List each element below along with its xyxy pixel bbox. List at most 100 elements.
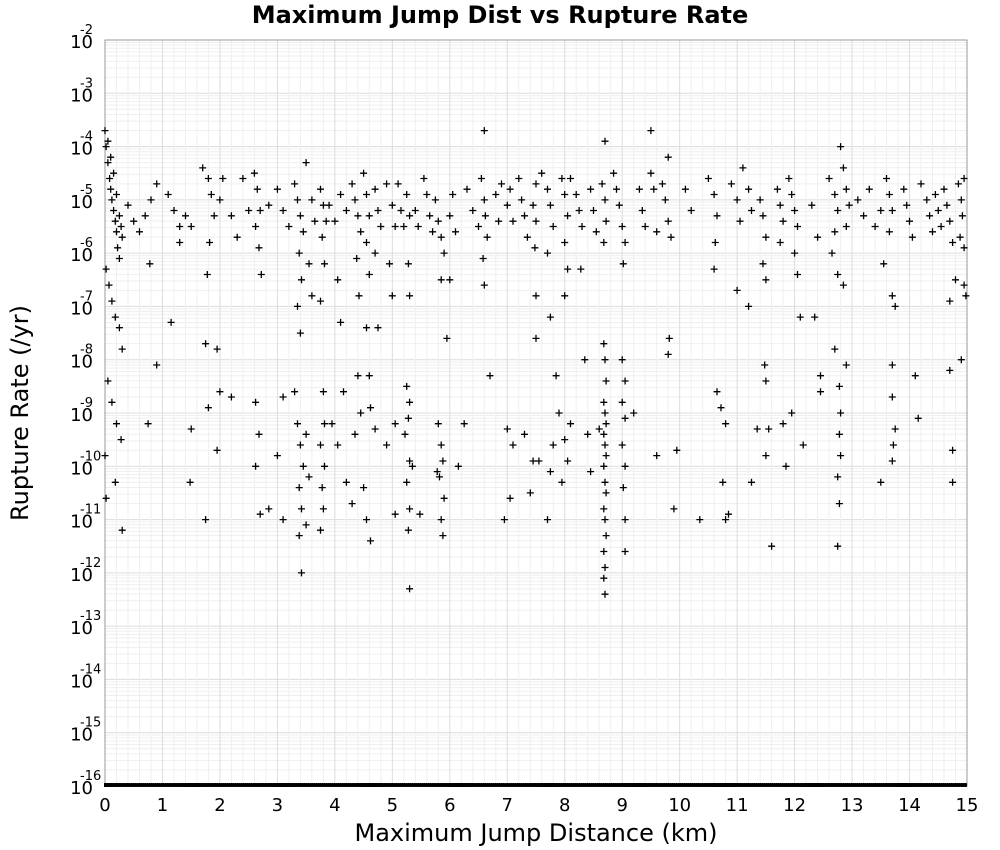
x-tick-label: 4 [329, 795, 340, 816]
data-point [363, 239, 370, 246]
data-point [500, 516, 508, 524]
y-tick-exponent: -4 [80, 130, 93, 145]
y-tick-exponent: -15 [80, 716, 101, 731]
data-point [104, 137, 112, 145]
data-point [176, 223, 184, 230]
data-point [704, 175, 712, 182]
data-point [531, 244, 539, 252]
data-point [883, 175, 890, 182]
y-tick-label: 10 [70, 192, 93, 213]
data-point [294, 302, 301, 310]
y-axis-ticks: 10-210-310-410-510-610-710-810-910-1010-… [70, 23, 101, 799]
data-point [600, 548, 608, 555]
data-point [363, 191, 370, 198]
data-point [353, 255, 361, 262]
x-tick-label: 0 [99, 795, 110, 816]
data-point [101, 127, 109, 135]
y-tick-exponent: -5 [80, 183, 93, 198]
data-point [885, 191, 893, 198]
data-point [889, 441, 897, 449]
data-point [113, 420, 120, 428]
data-point [354, 212, 362, 220]
y-tick-exponent: -6 [80, 236, 93, 251]
x-tick-label: 2 [214, 795, 225, 816]
data-point [429, 228, 437, 236]
data-point [600, 462, 608, 470]
data-point [960, 244, 968, 252]
data-point [937, 223, 945, 230]
data-point [602, 377, 610, 385]
data-point [394, 180, 402, 188]
data-point [835, 382, 843, 390]
data-point [210, 212, 218, 220]
data-point [317, 441, 324, 449]
data-point [831, 228, 839, 236]
data-point [794, 223, 801, 230]
data-point [401, 430, 409, 438]
data-point [601, 196, 609, 204]
data-point [469, 207, 477, 214]
data-point [618, 398, 626, 406]
data-point [495, 217, 503, 225]
data-point [753, 425, 761, 433]
data-point [834, 473, 842, 481]
data-point [621, 516, 629, 524]
x-tick-label: 8 [559, 795, 570, 816]
data-point [130, 217, 138, 225]
data-point [906, 217, 913, 225]
data-point [748, 207, 755, 214]
data-point [917, 180, 925, 188]
data-point [108, 196, 116, 204]
data-point [722, 420, 730, 428]
data-point [115, 324, 123, 332]
data-point [788, 409, 796, 417]
data-point [351, 430, 359, 438]
data-point [318, 484, 326, 492]
data-point [564, 265, 572, 273]
data-point [308, 292, 316, 300]
data-point [532, 334, 540, 342]
data-point [141, 212, 149, 220]
data-point [414, 223, 422, 230]
data-point [842, 361, 850, 369]
data-point [440, 494, 448, 502]
data-point [572, 191, 580, 198]
data-point [817, 372, 824, 380]
data-point [411, 207, 419, 214]
data-point [437, 276, 445, 284]
data-point [762, 233, 770, 241]
data-point [880, 260, 888, 268]
data-point [104, 377, 112, 385]
data-point [946, 366, 954, 374]
data-point [285, 223, 293, 230]
data-point [318, 233, 326, 241]
data-point [111, 313, 119, 321]
data-point [397, 207, 405, 214]
data-point [664, 217, 672, 225]
y-tick-label: 10 [70, 298, 93, 319]
data-point [509, 441, 517, 449]
data-point [957, 356, 965, 364]
data-point [532, 292, 540, 300]
y-tick-label: 10 [70, 778, 93, 799]
data-point [431, 196, 439, 204]
data-point [481, 212, 489, 220]
data-point [245, 207, 253, 214]
data-point [256, 510, 264, 518]
y-tick-exponent: -7 [80, 289, 93, 304]
data-point [949, 239, 957, 246]
data-point [255, 430, 263, 438]
data-point [203, 271, 211, 278]
data-point [252, 462, 260, 470]
data-point [602, 217, 610, 225]
data-point [888, 207, 896, 214]
data-point [785, 175, 793, 182]
data-point [687, 207, 695, 214]
data-point [325, 201, 333, 209]
data-point [791, 207, 799, 214]
data-point [437, 516, 445, 524]
data-point [403, 382, 411, 390]
y-tick-label: 10 [70, 245, 93, 266]
data-point [118, 345, 126, 353]
data-point [367, 537, 374, 545]
